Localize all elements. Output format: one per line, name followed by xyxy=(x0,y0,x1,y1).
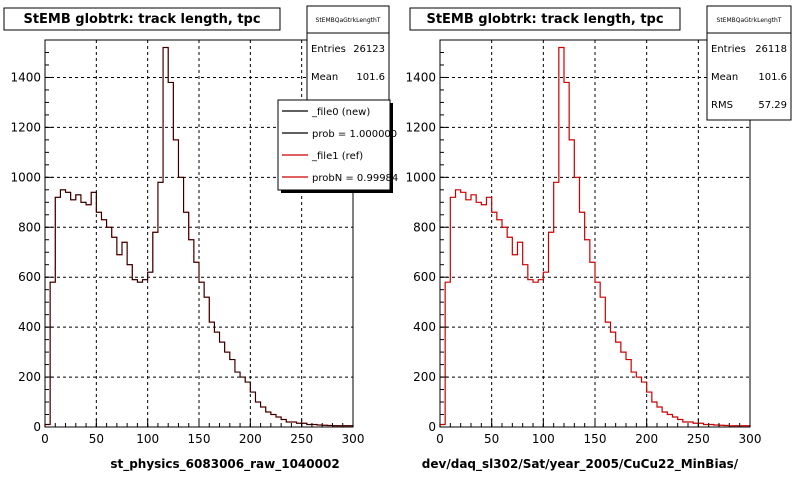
chart-title-box xyxy=(3,7,281,31)
y-tick-label: 1400 xyxy=(405,70,436,84)
histogram-series-2 xyxy=(44,47,354,427)
stats-box xyxy=(706,5,792,121)
legend-label: probN = 0.99984 xyxy=(312,173,398,184)
stats-value: 26118 xyxy=(755,44,787,55)
y-tick-label: 1400 xyxy=(10,70,41,84)
x-tick-label: 200 xyxy=(635,432,658,446)
x-tick-label: 50 xyxy=(484,432,499,446)
x-tick-label: 150 xyxy=(188,432,211,446)
x-tick-label: 150 xyxy=(584,432,607,446)
y-tick-label: 0 xyxy=(428,420,436,434)
chart-title: StEMB globtrk: track length, tpc xyxy=(426,12,663,27)
x-tick-label: 300 xyxy=(739,432,762,446)
y-tick-label: 200 xyxy=(18,370,41,384)
stats-value: 26123 xyxy=(353,44,385,55)
y-tick-label: 1200 xyxy=(10,120,41,134)
stats-label: Mean xyxy=(711,72,738,83)
stats-value: 57.29 xyxy=(758,100,787,111)
chart-title: StEMB globtrk: track length, tpc xyxy=(23,12,260,27)
stats-value: 101.6 xyxy=(356,72,385,83)
x-tick-label: 100 xyxy=(136,432,159,446)
x-tick-label: 0 xyxy=(41,432,49,446)
chart-panel-2: 0 50 100 150 200 250 300 0 200 400 600 800 1000 1200 1… xyxy=(405,5,792,472)
y-tick-label: 600 xyxy=(413,270,436,284)
stats-label: Entries xyxy=(311,44,346,55)
stats-label: Entries xyxy=(711,44,746,55)
histogram-series-1 xyxy=(439,46,751,427)
y-tick-label: 400 xyxy=(413,320,436,334)
y-tick-label: 0 xyxy=(33,420,41,434)
stats-box xyxy=(306,5,390,115)
y-tick-label: 800 xyxy=(413,220,436,234)
legend-box xyxy=(277,99,391,191)
legend-label: _file1 (ref) xyxy=(311,151,363,162)
x-axis-label: dev/daq_sl302/Sat/year_2005/CuCu22_MinBi… xyxy=(422,457,739,472)
x-tick-label: 300 xyxy=(342,432,365,446)
x-tick-label: 250 xyxy=(290,432,313,446)
y-tick-label: 200 xyxy=(413,370,436,384)
chart-panel-1: 0 50 100 150 200 250 300 0 200 400 600 800 1000 1200 1… xyxy=(3,5,398,472)
legend-label: prob = 1.000000 xyxy=(312,129,397,140)
stats-name: StEMBQaGtrkLengthT xyxy=(316,17,381,24)
stats-value: 101.6 xyxy=(758,72,787,83)
y-tick-label: 800 xyxy=(18,220,41,234)
stats-label: Mean xyxy=(311,72,338,83)
x-tick-label: 50 xyxy=(89,432,104,446)
y-tick-label: 400 xyxy=(18,320,41,334)
x-tick-label: 0 xyxy=(436,432,444,446)
y-tick-label: 600 xyxy=(18,270,41,284)
chart-title-box xyxy=(409,7,681,31)
x-tick-label: 100 xyxy=(532,432,555,446)
x-axis-label: st_physics_6083006_raw_1040002 xyxy=(110,457,339,472)
stats-name: StEMBQaGtrkLengthT xyxy=(717,17,782,24)
x-tick-label: 250 xyxy=(687,432,710,446)
x-tick-label: 200 xyxy=(239,432,262,446)
stats-label: RMS xyxy=(711,100,733,111)
legend-label: _file0 (new) xyxy=(311,107,370,118)
y-tick-label: 1200 xyxy=(405,120,436,134)
y-tick-label: 1000 xyxy=(10,170,41,184)
y-tick-label: 1000 xyxy=(405,170,436,184)
